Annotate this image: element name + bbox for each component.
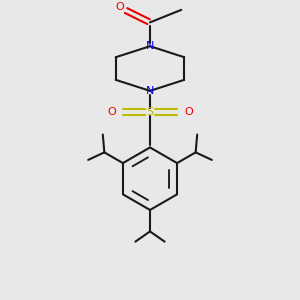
Text: N: N [146,41,154,51]
Text: S: S [146,107,154,117]
Text: O: O [184,107,193,117]
Text: N: N [146,86,154,96]
Text: O: O [116,2,124,12]
Text: O: O [107,107,116,117]
